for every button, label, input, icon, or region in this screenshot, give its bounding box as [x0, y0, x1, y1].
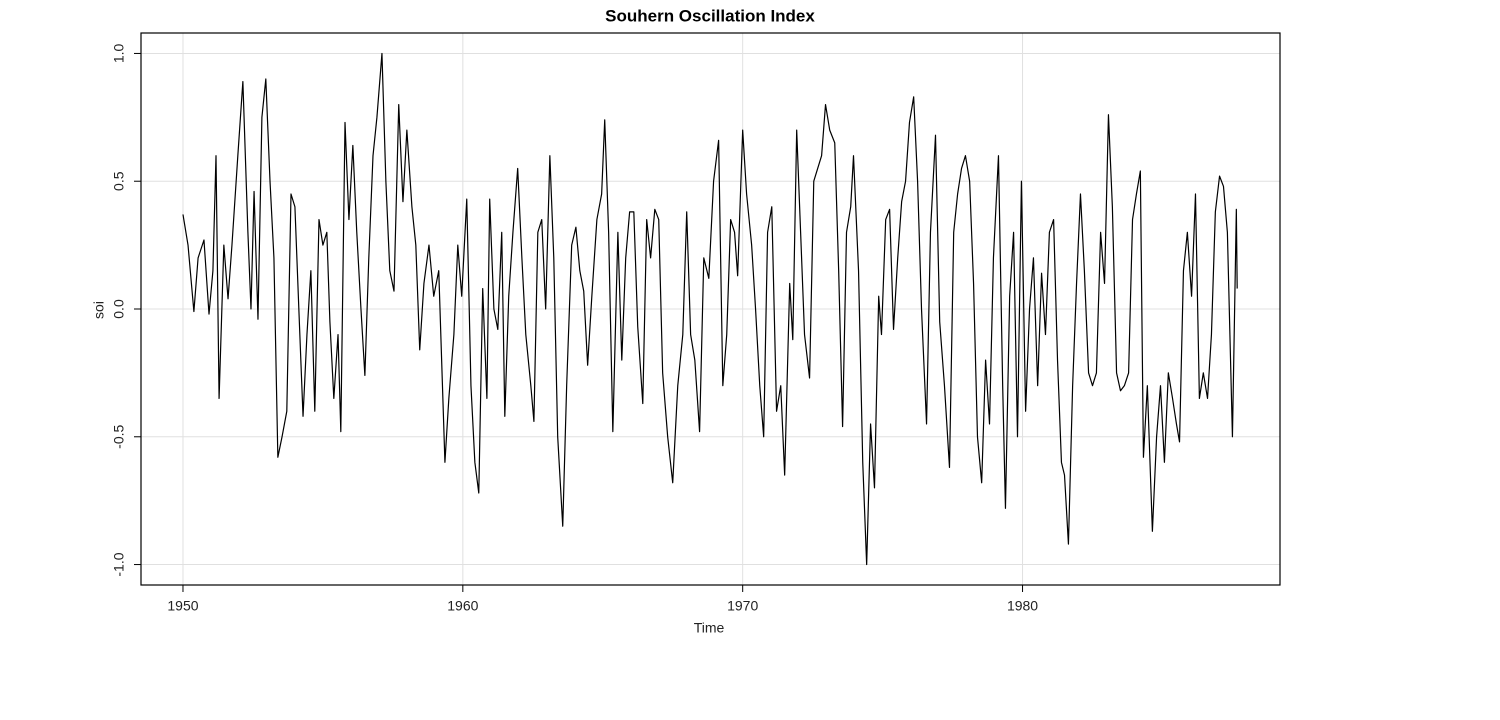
y-tick-label: 1.0 [111, 44, 127, 64]
y-tick-label: -0.5 [111, 425, 127, 449]
chart-title: Souhern Oscillation Index [605, 6, 815, 25]
x-axis-label: Time [694, 620, 725, 636]
y-tick-label: 0.5 [111, 171, 127, 191]
y-tick-label: -1.0 [111, 552, 127, 576]
x-tick-label: 1960 [447, 598, 478, 614]
series-line [182, 52, 1238, 566]
y-axis-label: soi [91, 301, 107, 319]
x-tick-label: 1980 [1007, 598, 1038, 614]
x-tick-label: 1950 [167, 598, 198, 614]
x-tick-label: 1970 [727, 598, 758, 614]
y-tick-label: 0.0 [111, 299, 127, 319]
